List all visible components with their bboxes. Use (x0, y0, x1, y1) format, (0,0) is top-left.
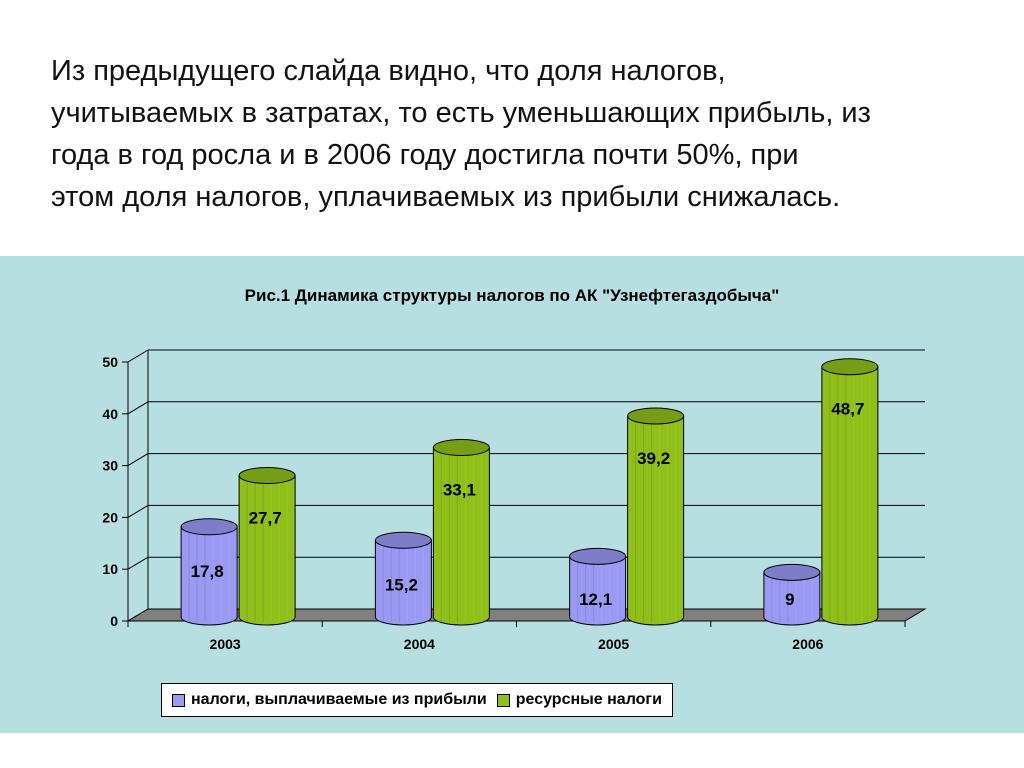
bar (763, 571, 821, 626)
y-tick-label: 10 (102, 561, 118, 577)
bar-top (569, 547, 627, 565)
gridline-depth (127, 349, 149, 363)
y-tick-label: 0 (110, 613, 118, 629)
data-label: 27,7 (249, 509, 282, 528)
x-tick-label: 2004 (404, 636, 435, 652)
bar-top (374, 531, 432, 549)
gridline-depth (127, 504, 149, 518)
legend-swatch-resource-taxes (496, 693, 510, 707)
data-label: 15,2 (385, 575, 418, 594)
data-label: 9 (785, 590, 794, 609)
legend-label-profit-taxes: налоги, выплачиваемые из прибыли (191, 691, 487, 708)
legend-item-profit-taxes: налоги, выплачиваемые из прибыли (172, 691, 487, 709)
gridline-depth (127, 556, 149, 570)
data-label: 39,2 (637, 449, 670, 468)
chart-title: Рис.1 Динамика структуры налогов по АК "… (244, 286, 780, 305)
gridline-depth (127, 453, 149, 467)
x-tick-label: 2005 (598, 636, 629, 652)
bar-top (180, 518, 238, 536)
y-tick-label: 30 (102, 458, 118, 474)
bar-top (763, 563, 821, 581)
legend-item-resource-taxes: ресурсные налоги (496, 691, 662, 709)
data-label: 17,8 (191, 562, 224, 581)
bar (432, 447, 490, 626)
legend: налоги, выплачиваемые из прибыли ресурсн… (161, 683, 673, 717)
bar-chart: 0 10 20 30 40 50 2003 2004 2005 2006 17,8 27,7 15,2 3… (102, 349, 927, 652)
bar-top (432, 439, 490, 457)
y-tick-label: 20 (102, 509, 118, 525)
gridline-depth (127, 401, 149, 415)
legend-swatch-profit-taxes (172, 693, 185, 707)
bar (180, 526, 238, 626)
data-label: 48,7 (831, 400, 864, 419)
legend-label-resource-taxes: ресурсные налоги (515, 691, 662, 708)
bar (627, 415, 685, 626)
y-tick-label: 40 (102, 406, 118, 422)
bar (238, 475, 296, 626)
bar (821, 366, 879, 626)
bar-top (821, 358, 879, 376)
bar-top (238, 467, 296, 485)
data-label: 33,1 (443, 481, 476, 500)
bar (569, 555, 627, 626)
bar (374, 539, 432, 626)
slide-text: Из предыдущего слайда видно, что доля на… (51, 55, 871, 213)
y-tick-label: 50 (102, 354, 118, 370)
data-label: 12,1 (579, 590, 612, 609)
bar-top (627, 407, 685, 425)
x-tick-label: 2003 (210, 636, 241, 652)
chart-panel: Рис.1 Динамика структуры налогов по АК "… (0, 256, 1024, 733)
x-tick-label: 2006 (792, 636, 823, 652)
